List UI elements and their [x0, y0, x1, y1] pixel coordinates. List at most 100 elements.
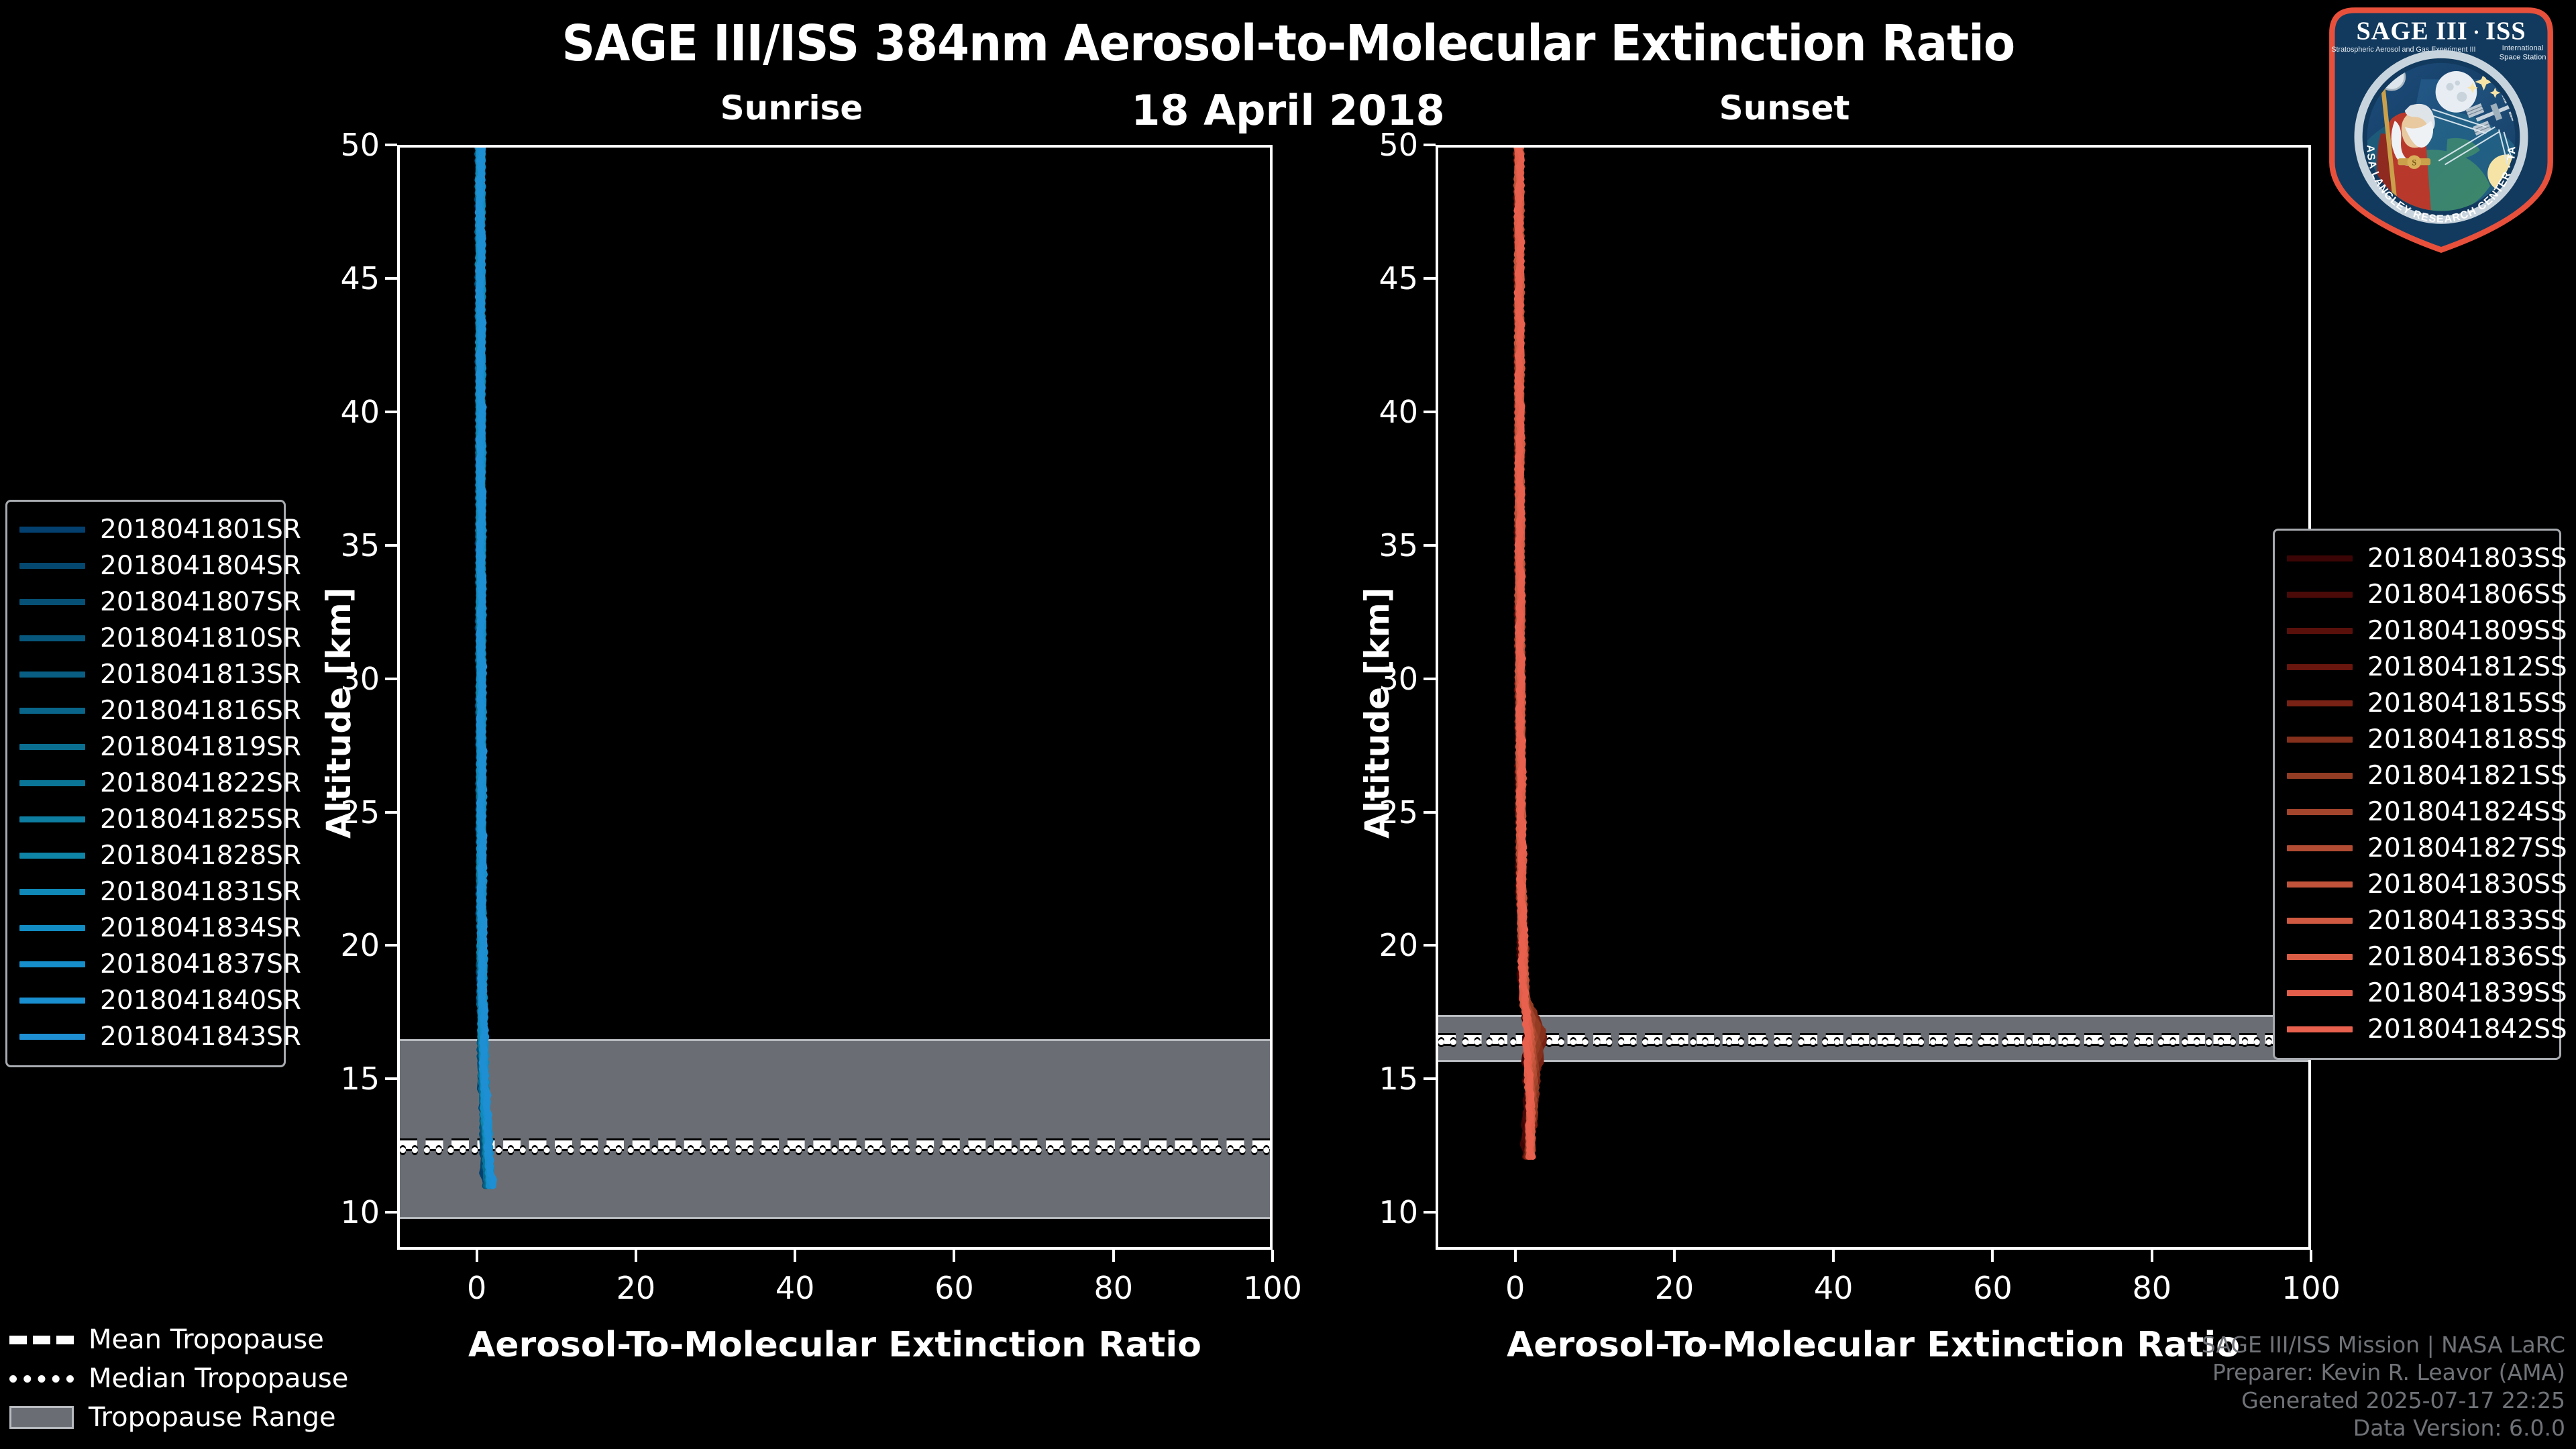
sunrise-legend-item[interactable]: 2018041825SR	[19, 801, 301, 837]
x-tick-label: 0	[1505, 1270, 1525, 1306]
sunrise-legend-item[interactable]: 2018041828SR	[19, 837, 301, 873]
x-tick-mark	[1832, 1250, 1835, 1262]
legend-event-label: 2018041833SS	[2367, 905, 2567, 936]
legend-color-swatch-icon	[2287, 591, 2353, 598]
sunset-legend-item[interactable]: 2018041842SS	[2287, 1011, 2567, 1047]
y-tick-label: 30	[340, 660, 380, 697]
sunrise-tropopause-range-band	[400, 1038, 1270, 1220]
x-tick-label: 60	[1973, 1270, 2012, 1306]
y-tick-label: 25	[340, 794, 380, 830]
legend-color-swatch-icon	[2287, 700, 2353, 706]
sunset-event-legend[interactable]: 2018041803SS 2018041806SS 2018041809SS 2018…	[2273, 529, 2567, 1060]
sunset-legend-item[interactable]: 2018041818SS	[2287, 721, 2567, 757]
legend-color-swatch-icon	[19, 743, 85, 750]
y-tick-label: 15	[1379, 1061, 1418, 1097]
y-tick-mark	[1424, 1211, 1436, 1214]
legend-color-swatch-icon	[19, 924, 85, 931]
sunrise-panel-label: Sunrise	[720, 89, 863, 127]
sunset-legend-item[interactable]: 2018041806SS	[2287, 576, 2567, 612]
legend-color-swatch-icon	[19, 671, 85, 678]
y-tick-label: 50	[1379, 127, 1418, 163]
x-tick-mark	[1112, 1250, 1115, 1262]
credits-line-version: Data Version: 6.0.0	[2353, 1415, 2565, 1442]
profile-line	[1513, 148, 1536, 1160]
legend-event-label: 2018041818SS	[2367, 724, 2567, 755]
page-title-text: SAGE III/ISS 384nm Aerosol-to-Molecular …	[561, 15, 2015, 72]
legend-event-label: 2018041816SR	[100, 695, 301, 726]
legend-color-swatch-icon	[19, 1033, 85, 1040]
sunrise-plot-panel: 10 15 20 25 30 35 40 45 50 0 20 40 60 80 100	[340, 127, 1301, 1306]
x-tick-mark	[2150, 1250, 2153, 1262]
legend-color-swatch-icon	[19, 562, 85, 569]
sunrise-legend-item[interactable]: 2018041834SR	[19, 910, 301, 946]
mean-tropopause-dash-icon	[9, 1335, 74, 1344]
y-tick-label: 10	[340, 1194, 380, 1231]
y-tick-label: 40	[1379, 393, 1418, 430]
sunset-legend-item[interactable]: 2018041839SS	[2287, 975, 2567, 1011]
sunrise-legend-item[interactable]: 2018041810SR	[19, 620, 301, 656]
legend-event-label: 2018041840SR	[100, 985, 301, 1016]
y-tick-label: 20	[1379, 927, 1418, 964]
svg-text:SAGE III·ISS: SAGE III · ISS	[2356, 17, 2526, 45]
x-tick-mark	[953, 1250, 956, 1262]
sunrise-legend-item[interactable]: 2018041840SR	[19, 982, 301, 1018]
legend-event-label: 2018041837SR	[100, 949, 301, 979]
sunrise-legend-item[interactable]: 2018041801SR	[19, 511, 301, 547]
sunrise-legend-item[interactable]: 2018041813SR	[19, 656, 301, 692]
legend-event-label: 2018041806SS	[2367, 579, 2567, 610]
x-tick-label: 60	[934, 1270, 974, 1306]
sunset-legend-item[interactable]: 2018041836SS	[2287, 938, 2567, 975]
y-tick-label: 45	[1379, 260, 1418, 297]
legend-event-label: 2018041810SR	[100, 623, 301, 653]
y-tick-label: 30	[1379, 660, 1418, 697]
sunset-plot-area	[1436, 145, 2311, 1250]
y-tick-label: 35	[1379, 527, 1418, 564]
sunset-legend-item[interactable]: 2018041821SS	[2287, 757, 2567, 794]
sunrise-legend-item[interactable]: 2018041837SR	[19, 946, 301, 982]
sunset-legend-item[interactable]: 2018041809SS	[2287, 612, 2567, 649]
legend-label-median-tropopause: Median Tropopause	[89, 1363, 349, 1394]
legend-color-swatch-icon	[2287, 772, 2353, 779]
sunset-x-axis-label: Aerosol-To-Molecular Extinction Ratio	[1507, 1325, 2240, 1365]
legend-color-swatch-icon	[2287, 663, 2353, 670]
legend-event-label: 2018041843SR	[100, 1021, 301, 1052]
y-tick-mark	[385, 1211, 397, 1214]
legend-color-swatch-icon	[2287, 953, 2353, 960]
y-tick-mark	[1424, 677, 1436, 680]
legend-event-label: 2018041819SR	[100, 731, 301, 762]
sunset-legend-item[interactable]: 2018041803SS	[2287, 540, 2567, 576]
x-tick-label: 0	[466, 1270, 487, 1306]
sunset-y-axis-label: Altitude [km]	[1358, 587, 1397, 839]
y-tick-mark	[385, 410, 397, 413]
sunrise-mean-tropopause-line	[400, 1140, 1270, 1149]
legend-item-mean-tropopause: Mean Tropopause	[9, 1320, 358, 1359]
y-tick-mark	[1424, 944, 1436, 947]
legend-event-label: 2018041828SR	[100, 840, 301, 871]
legend-color-swatch-icon	[2287, 736, 2353, 743]
x-tick-mark	[2310, 1250, 2312, 1262]
x-tick-label: 20	[1654, 1270, 1695, 1306]
sunset-legend-item[interactable]: 2018041824SS	[2287, 794, 2567, 830]
sunrise-legend-item[interactable]: 2018041816SR	[19, 692, 301, 729]
sunrise-legend-item[interactable]: 2018041831SR	[19, 873, 301, 910]
sunset-legend-item[interactable]: 2018041815SS	[2287, 685, 2567, 721]
sunrise-legend-item[interactable]: 2018041804SR	[19, 547, 301, 584]
sunrise-legend-item[interactable]: 2018041807SR	[19, 584, 301, 620]
legend-label-mean-tropopause: Mean Tropopause	[89, 1324, 324, 1355]
sunset-legend-item[interactable]: 2018041812SS	[2287, 649, 2567, 685]
sunrise-legend-item[interactable]: 2018041822SR	[19, 765, 301, 801]
y-tick-label: 25	[1379, 794, 1418, 830]
legend-event-label: 2018041831SR	[100, 876, 301, 907]
sunset-legend-item[interactable]: 2018041833SS	[2287, 902, 2567, 938]
x-tick-label: 100	[1243, 1270, 1302, 1306]
sunset-legend-item[interactable]: 2018041830SS	[2287, 866, 2567, 902]
y-tick-label: 40	[340, 393, 380, 430]
sunrise-legend-item[interactable]: 2018041819SR	[19, 729, 301, 765]
sunrise-legend-item[interactable]: 2018041843SR	[19, 1018, 301, 1055]
legend-event-label: 2018041815SS	[2367, 688, 2567, 718]
sunset-legend-item[interactable]: 2018041827SS	[2287, 830, 2567, 866]
legend-color-swatch-icon	[2287, 989, 2353, 996]
sunrise-event-legend[interactable]: 2018041801SR 2018041804SR 2018041807SR 2018…	[5, 500, 301, 1067]
y-tick-mark	[385, 1077, 397, 1081]
